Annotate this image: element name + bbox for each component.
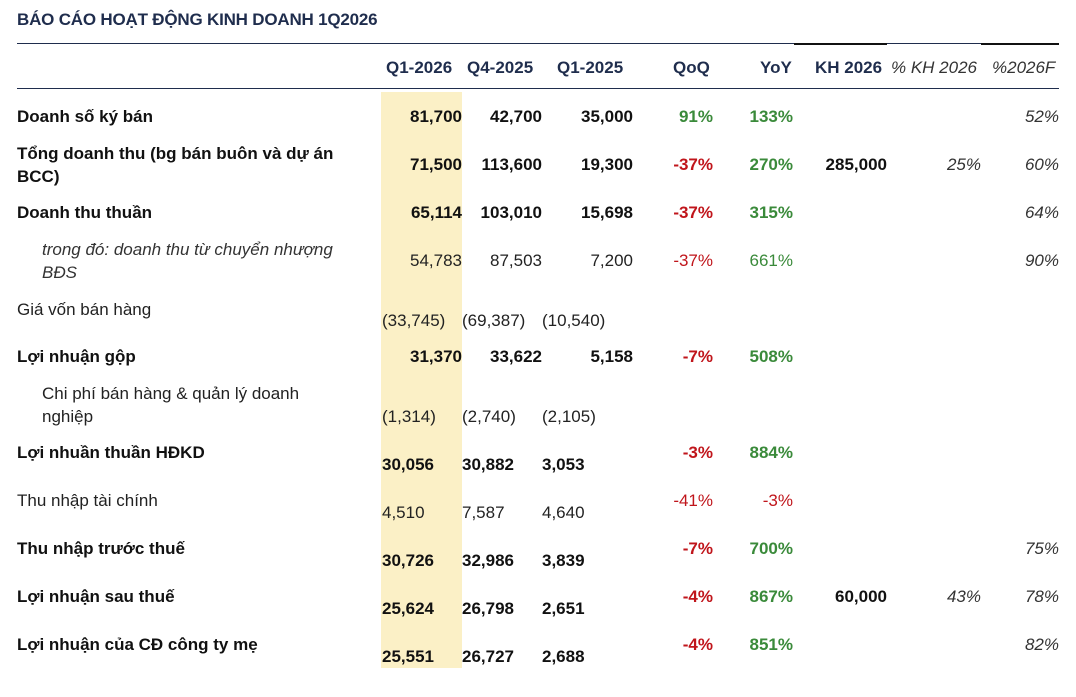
cell-pct-2026f: 64% — [1024, 203, 1059, 222]
cell-q1-2026: 25,624 — [382, 599, 434, 618]
cell-q1-2025: 4,640 — [542, 503, 585, 522]
cell-q1-2026: (1,314) — [382, 407, 436, 426]
cell-yoy: 508% — [749, 347, 793, 366]
cell-q1-2025: 35,000 — [581, 107, 633, 126]
row-label: Doanh thu thuần — [17, 203, 153, 222]
row-label-line2: BCC) — [17, 167, 60, 186]
cell-q1-2025: (10,540) — [542, 311, 606, 330]
cell-q4-2025: (2,740) — [462, 407, 516, 426]
row-label: Lợi nhuận sau thuế — [17, 587, 175, 606]
cell-q1-2026: 30,726 — [382, 551, 434, 570]
report-title: BÁO CÁO HOẠT ĐỘNG KINH DOANH 1Q2026 — [17, 10, 378, 29]
cell-qoq: -7% — [682, 539, 713, 558]
cell-q4-2025: 26,727 — [462, 647, 514, 666]
cell-q1-2026: 31,370 — [410, 347, 462, 366]
cell-q1-2025: 15,698 — [581, 203, 633, 222]
cell-yoy: 700% — [749, 539, 793, 558]
cell-yoy: 661% — [749, 251, 793, 270]
cell-yoy: -3% — [762, 491, 793, 510]
row-label-line2: BĐS — [42, 263, 77, 282]
cell-pct-2026f: 82% — [1024, 635, 1059, 654]
cell-q4-2025: 87,503 — [490, 251, 542, 270]
row-label: Thu nhập trước thuế — [17, 539, 185, 558]
cell-q1-2026: 54,783 — [410, 251, 462, 270]
header-q1-2025: Q1-2025 — [557, 58, 624, 77]
header-qoq: QoQ — [673, 58, 710, 77]
cell-q1-2026: 65,114 — [410, 203, 462, 222]
cell-q4-2025: 7,587 — [462, 503, 505, 522]
cell-yoy: 867% — [749, 587, 793, 606]
cell-q1-2025: 7,200 — [590, 251, 633, 270]
header-kh-2026: KH 2026 — [815, 58, 883, 77]
cell-yoy: 851% — [749, 635, 793, 654]
cell-q4-2025: 26,798 — [462, 599, 514, 618]
cell-q4-2025: 113,600 — [481, 155, 542, 174]
cell-pct-2026f: 52% — [1024, 107, 1059, 126]
cell-q1-2025: (2,105) — [542, 407, 596, 426]
cell-qoq: -7% — [682, 347, 713, 366]
cell-q4-2025: (69,387) — [462, 311, 526, 330]
cell-pct-2026f: 75% — [1024, 539, 1059, 558]
row-label: Giá vốn bán hàng — [17, 300, 152, 319]
cell-pct-2026f: 90% — [1024, 251, 1059, 270]
cell-q1-2025: 2,651 — [542, 599, 585, 618]
cell-q1-2025: 5,158 — [590, 347, 633, 366]
header-q4-2025: Q4-2025 — [467, 58, 534, 77]
cell-pct-2026f: 78% — [1024, 587, 1059, 606]
cell-qoq: -4% — [682, 587, 713, 606]
cell-q1-2026: (33,745) — [382, 311, 446, 330]
row-label-line1: trong đó: doanh thu từ chuyển nhượng — [42, 240, 333, 259]
cell-qoq: -37% — [673, 203, 713, 222]
row-label-line2: nghiệp — [42, 407, 94, 426]
cell-q1-2026: 25,551 — [382, 647, 434, 666]
cell-q1-2025: 2,688 — [542, 647, 585, 666]
cell-qoq: -3% — [682, 443, 713, 462]
kh-header-rule — [794, 43, 887, 45]
title-rule — [17, 43, 1059, 44]
cell-q4-2025: 30,882 — [462, 455, 514, 474]
cell-yoy: 270% — [749, 155, 793, 174]
row-label-line1: Chi phí bán hàng & quản lý doanh — [42, 384, 300, 403]
cell-kh-2026: 285,000 — [825, 155, 887, 174]
row-label: Thu nhập tài chính — [17, 491, 158, 510]
header-q1-2026: Q1-2026 — [386, 58, 453, 77]
header-bottom-rule — [17, 88, 1059, 89]
cell-q1-2026: 81,700 — [410, 107, 462, 126]
f-header-rule — [981, 43, 1059, 45]
cell-q1-2026: 4,510 — [382, 503, 425, 522]
header-yoy: YoY — [760, 58, 792, 77]
cell-yoy: 884% — [749, 443, 793, 462]
cell-qoq: -37% — [673, 155, 713, 174]
cell-q1-2026: 71,500 — [410, 155, 462, 174]
cell-pct-kh-2026: 43% — [946, 587, 981, 606]
row-label: Lợi nhuận của CĐ công ty mẹ — [17, 635, 258, 654]
cell-q1-2026: 30,056 — [382, 455, 434, 474]
row-label: Lợi nhuần thuần HĐKD — [17, 443, 205, 462]
row-label: Lợi nhuận gộp — [17, 347, 136, 366]
cell-qoq: 91% — [678, 107, 713, 126]
header-pct-kh-2026: % KH 2026 — [891, 58, 977, 77]
q1-2026-highlight-column — [381, 92, 462, 668]
cell-qoq: -41% — [673, 491, 713, 510]
header-pct-2026f: %2026F — [992, 58, 1056, 77]
cell-kh-2026: 60,000 — [835, 587, 887, 606]
cell-qoq: -4% — [682, 635, 713, 654]
cell-qoq: -37% — [673, 251, 713, 270]
cell-q4-2025: 42,700 — [490, 107, 542, 126]
cell-q1-2025: 3,839 — [542, 551, 585, 570]
cell-pct-kh-2026: 25% — [946, 155, 981, 174]
row-label: Doanh số ký bán — [17, 107, 154, 126]
cell-yoy: 315% — [749, 203, 793, 222]
cell-q1-2025: 19,300 — [581, 155, 633, 174]
row-label-line1: Tổng doanh thu (bg bán buôn và dự án — [17, 144, 334, 163]
cell-q4-2025: 33,622 — [490, 347, 542, 366]
cell-pct-2026f: 60% — [1024, 155, 1059, 174]
cell-q4-2025: 32,986 — [462, 551, 514, 570]
cell-q1-2025: 3,053 — [542, 455, 585, 474]
cell-yoy: 133% — [749, 107, 793, 126]
cell-q4-2025: 103,010 — [480, 203, 542, 222]
